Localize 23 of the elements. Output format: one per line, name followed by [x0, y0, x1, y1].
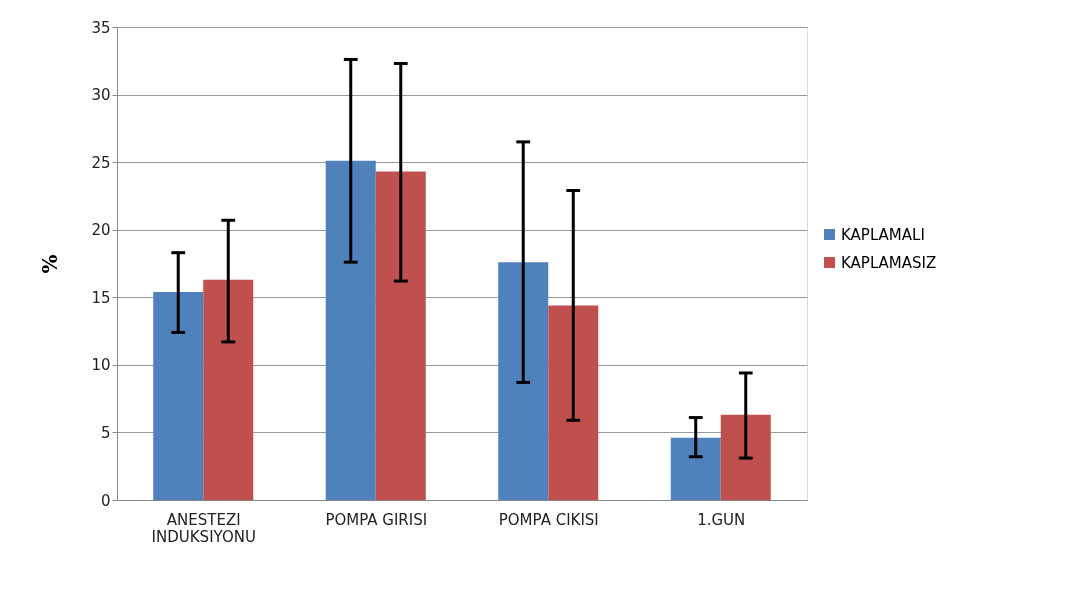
- bar: [375, 171, 426, 500]
- bar: [203, 279, 254, 500]
- y-tick-label: 10: [91, 356, 111, 375]
- y-tick-label: 20: [91, 221, 111, 240]
- y-tick-label: 15: [91, 288, 111, 307]
- y-tick-label: 35: [91, 18, 111, 37]
- y-tick-label: 25: [91, 153, 111, 172]
- bar: [670, 437, 721, 500]
- x-tick-label: POMPA CIKISI: [498, 510, 599, 529]
- legend-label: KAPLAMASIZ: [841, 253, 937, 272]
- y-tick-label: 30: [91, 86, 111, 105]
- bar: [498, 262, 549, 500]
- bar: [325, 160, 376, 500]
- bar: [720, 414, 771, 500]
- legend-label: KAPLAMALI: [841, 225, 925, 244]
- bar: [153, 291, 204, 500]
- bar: [548, 305, 599, 500]
- x-tick-label: 1.GUN: [697, 510, 746, 529]
- x-tick-label: POMPA GIRISI: [325, 510, 428, 529]
- y-tick-label: 5: [100, 423, 111, 442]
- x-tick-label: ANESTEZI INDUKSIYONU: [151, 510, 256, 546]
- y-tick-label: 0: [100, 491, 111, 510]
- y-axis-title: %: [38, 254, 63, 274]
